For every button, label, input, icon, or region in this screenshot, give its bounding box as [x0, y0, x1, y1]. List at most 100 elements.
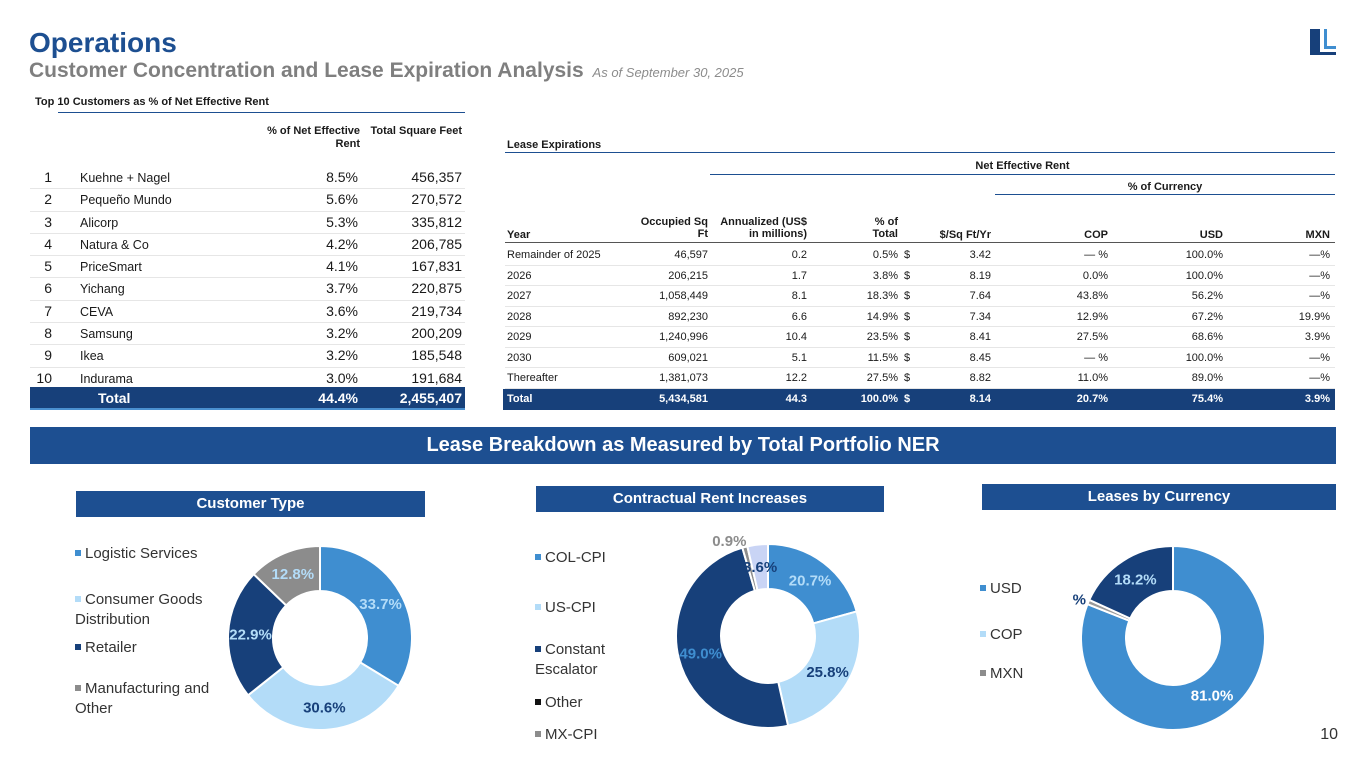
lease-header-divider: [505, 242, 1335, 243]
lease-cell-cop: 0.0%: [1082, 269, 1108, 282]
lease-cell-rate: 8.41: [969, 331, 991, 343]
legend-swatch: [535, 554, 541, 560]
customer-name: PriceSmart: [80, 260, 142, 275]
lease-cell-dol: $: [904, 290, 911, 302]
table-row: 2026 206,215 1.7 3.8% $8.19 0.0% 100.0% —%: [505, 266, 1335, 286]
customer-sqft: 270,572: [411, 191, 462, 208]
legend-swatch: [75, 596, 81, 602]
table-row: 6 Yichang 3.7% 220,875: [30, 278, 465, 301]
customer-rank: 3: [44, 213, 52, 230]
customer-sqft: 220,875: [411, 280, 462, 297]
col-header-usd: USD: [1199, 229, 1223, 241]
customer-rank: 8: [44, 325, 52, 342]
lease-cell-ann: 5.1: [791, 351, 807, 364]
table-row: 2029 1,240,996 10.4 23.5% $8.41 27.5% 68.6% 3.9…: [505, 327, 1335, 348]
donut-data-label: 25.8%: [806, 664, 849, 681]
customer-sqft: 219,734: [411, 302, 462, 319]
lease-cell-cop: — %: [1084, 249, 1108, 261]
lease-cell-pct: 27.5%: [866, 372, 898, 384]
lease-cell-rate: 8.19: [969, 269, 991, 282]
col-header-occupied: Occupied Sq Ft: [640, 216, 708, 240]
lease-cell-usd: 100.0%: [1185, 351, 1223, 364]
lease-cell-mxn: —%: [1309, 372, 1330, 384]
donut-slice: [319, 544, 413, 688]
currency-donut-chart: 81.0% 0.8% 18.2%: [1073, 544, 1266, 731]
donut-slice: [777, 610, 861, 727]
lease-cell-dol: $: [904, 269, 911, 282]
legend-item: US-CPI: [535, 598, 596, 618]
lease-cell-usd: 100.0%: [1185, 249, 1223, 261]
customer-pct: 3.6%: [326, 302, 358, 319]
legend-item: COL-CPI: [535, 548, 606, 568]
lease-table-title: Lease Expirations: [507, 139, 602, 151]
customer-rank: 2: [44, 191, 52, 208]
lease-cell-rate: 8.45: [969, 351, 991, 364]
lease-cell-ann: 6.6: [791, 310, 807, 323]
lease-cell-sqft: 892,230: [668, 310, 708, 323]
customer-sqft: 456,357: [411, 169, 462, 185]
table-row: 2 Pequeño Mundo 5.6% 270,572: [30, 189, 465, 212]
donut-data-label: 33.7%: [359, 596, 402, 613]
lease-cell-sqft: 1,058,449: [659, 290, 708, 302]
customer-name: Natura & Co: [80, 237, 149, 252]
lease-cell-year: 2026: [507, 269, 532, 282]
donut-data-label: 0.9%: [712, 536, 746, 550]
customer-rank: 5: [44, 258, 52, 275]
customer-sqft: 206,785: [411, 235, 462, 252]
table-row: 5 PriceSmart 4.1% 167,831: [30, 256, 465, 279]
customers-table-title: Top 10 Customers as % of Net Effective R…: [35, 96, 269, 108]
legend-swatch: [980, 670, 986, 676]
lease-cell-year: 2028: [507, 310, 532, 323]
lease-cell-cop: 11.0%: [1077, 372, 1108, 384]
lease-cell-dol: $: [904, 310, 911, 323]
lease-cell-pct: 18.3%: [866, 290, 898, 302]
lease-cell-sqft: 1,381,073: [659, 372, 708, 384]
lease-cell-cop: 27.5%: [1076, 331, 1108, 343]
donut-data-label: 0.8%: [1073, 592, 1086, 609]
table-row: 9 Ikea 3.2% 185,548: [30, 345, 465, 368]
lease-cell-sqft: 206,215: [668, 269, 708, 282]
customer-sqft: 335,812: [411, 213, 462, 230]
table-row: Remainder of 2025 46,597 0.2 0.5% $3.42 — % 10…: [505, 245, 1335, 266]
lease-cell-usd: 67.2%: [1191, 310, 1223, 323]
table-row: 7 CEVA 3.6% 219,734: [30, 301, 465, 324]
customer-pct: 4.1%: [326, 258, 358, 275]
customer-pct: 3.2%: [326, 347, 358, 364]
lease-cell-ann: 12.2: [785, 372, 807, 384]
lease-cell-pct: 0.5%: [872, 249, 898, 261]
lease-table: Remainder of 2025 46,597 0.2 0.5% $3.42 — % 10…: [505, 245, 1335, 389]
col-header-net-rent: % of Net Effective Rent: [267, 125, 360, 150]
customer-name: CEVA: [80, 304, 114, 319]
col-header-mxn: MXN: [1305, 229, 1330, 241]
legend-swatch: [535, 731, 541, 737]
total-label: Total: [98, 390, 131, 406]
legend-item: Logistic Services: [75, 544, 198, 564]
donut-slice: [675, 546, 790, 729]
table-row: 2028 892,230 6.6 14.9% $7.34 12.9% 67.2% 19.9%: [505, 307, 1335, 327]
currency-header: Leases by Currency: [982, 484, 1336, 510]
legend-item: MX-CPI: [535, 725, 598, 745]
company-logo-icon: [1307, 26, 1339, 58]
lease-total-mxn: 3.9%: [1304, 393, 1330, 405]
legend-item: USD: [980, 579, 1022, 599]
lease-cell-rate: 8.82: [969, 372, 991, 384]
table-row: 4 Natura & Co 4.2% 206,785: [30, 234, 465, 257]
customers-table: 1 Kuehne + Nagel 8.5% 456,357 2 Pequeño Mundo…: [30, 167, 465, 390]
lease-cell-mxn: —%: [1309, 249, 1330, 261]
customer-pct: 5.6%: [326, 191, 358, 208]
customer-rank: 9: [44, 347, 52, 364]
lease-total-year: Total: [507, 393, 533, 405]
lease-cell-ann: 0.2: [791, 249, 807, 261]
donut-data-label: 81.0%: [1191, 687, 1234, 704]
lease-cell-pct: 11.5%: [867, 351, 898, 364]
lease-title-divider: [505, 152, 1335, 153]
col-header-annualized: Annualized (US$ in millions): [720, 216, 807, 240]
legend-item: MXN: [980, 664, 1023, 684]
page-title: Operations: [29, 27, 177, 58]
lease-cell-mxn: 3.9%: [1304, 331, 1330, 343]
legend-swatch: [980, 585, 986, 591]
customer-name: Pequeño Mundo: [80, 193, 172, 208]
customer-name: Kuehne + Nagel: [80, 171, 171, 185]
donut-slice: [252, 544, 321, 607]
lease-cell-year: Remainder of 2025: [507, 249, 601, 261]
